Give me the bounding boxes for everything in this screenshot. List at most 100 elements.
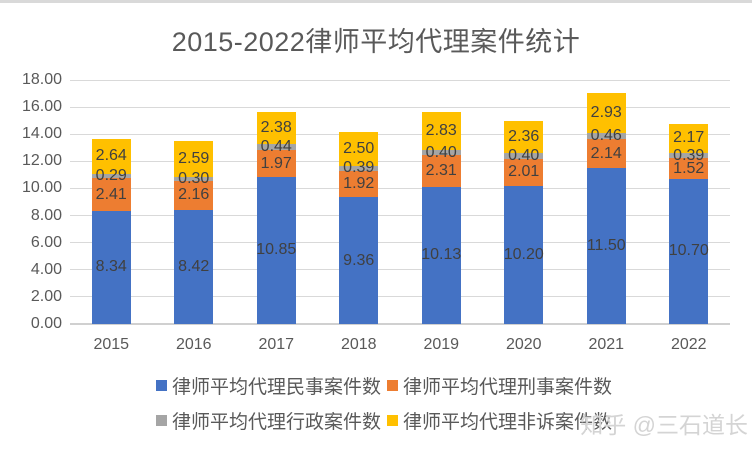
- bar-segment-non-litigation: [339, 131, 379, 166]
- data-label: 1.92: [343, 175, 375, 193]
- bar-segment-administrative: [504, 153, 544, 159]
- bar-segment-civil: [256, 176, 296, 324]
- data-label: 2.01: [508, 163, 540, 181]
- data-label: 2.64: [95, 147, 127, 165]
- gridline: [70, 106, 730, 108]
- data-label: 2.83: [425, 121, 457, 139]
- bar-segment-administrative: [174, 176, 214, 181]
- bar-segment-non-litigation: [504, 121, 544, 154]
- data-label: 10.85: [256, 241, 297, 259]
- x-axis-category-label: 2022: [670, 336, 707, 353]
- x-axis-category-label: 2021: [588, 336, 625, 353]
- x-axis-category-label: 2020: [505, 336, 542, 353]
- data-label: 2.36: [508, 128, 540, 146]
- bar-segment-civil: [174, 209, 214, 324]
- y-axis-tick-label: 16.00: [21, 98, 62, 116]
- data-label: 2.93: [590, 104, 622, 121]
- plot-area: 0.00 2.00 4.00 6.00 8.00 10.00 12.00 14.00 16.00…: [22, 71, 730, 353]
- data-label: 11.50: [586, 237, 626, 255]
- data-label: 0.30: [178, 169, 210, 187]
- legend-row-2: 律师平均代理行政案件数 律师平均代理非诉案件数: [16, 407, 752, 433]
- gridline: [70, 187, 730, 189]
- y-axis-tick-label: 10.00: [21, 179, 62, 197]
- bar-segment-civil: [504, 185, 544, 324]
- bar-segment-non-litigation: [586, 93, 626, 133]
- data-label: 2.14: [590, 144, 622, 162]
- bar-segment-civil: [421, 186, 461, 324]
- data-label: 10.70: [668, 242, 709, 260]
- gridline: [70, 215, 730, 217]
- data-label: 2.31: [425, 162, 457, 180]
- bar-segment-non-litigation: [174, 141, 214, 177]
- data-label: 0.29: [95, 167, 127, 185]
- data-label: 10.20: [503, 245, 544, 263]
- bar-segment-non-litigation: [256, 112, 296, 145]
- gridline: [70, 269, 730, 271]
- legend-label: 律师平均代理非诉案件数: [403, 411, 613, 433]
- gridline: [70, 79, 730, 81]
- y-axis-tick-label: 12.00: [21, 152, 62, 170]
- legend-swatch-icon: [155, 379, 167, 391]
- x-axis-line: [70, 323, 730, 325]
- bar-segment-administrative: [586, 132, 626, 140]
- data-label: 0.39: [343, 159, 375, 177]
- legend-swatch-icon: [387, 379, 398, 391]
- legend-label: 律师平均代理刑事案件数: [403, 376, 613, 398]
- legend-entry-non-litigation: 律师平均代理非诉案件数: [387, 407, 612, 434]
- data-label: 0.40: [425, 143, 457, 161]
- bar-segment-criminal: [421, 155, 461, 187]
- x-axis-category-label: 2016: [175, 336, 212, 353]
- bar-segment-criminal: [669, 158, 709, 179]
- bar-segment-administrative: [256, 144, 296, 151]
- x-axis-category-label: 2018: [340, 336, 377, 353]
- bar-segment-civil: [339, 197, 379, 324]
- data-label: 9.36: [343, 251, 375, 269]
- bar-segment-criminal: [256, 150, 296, 177]
- y-axis-tick-label: 4.00: [30, 260, 62, 278]
- bar-segment-criminal: [339, 171, 379, 198]
- y-axis-tick-label: 14.00: [21, 125, 62, 143]
- x-axis-category-label: 2015: [93, 336, 130, 353]
- bar-segment-criminal: [586, 139, 626, 169]
- data-label: 1.52: [673, 159, 705, 177]
- gridline: [70, 296, 730, 298]
- gridline: [70, 242, 730, 244]
- x-axis-category-label: 2017: [258, 336, 295, 353]
- data-label: 1.97: [260, 154, 292, 172]
- legend-entry-administrative: 律师平均代理行政案件数: [155, 407, 381, 434]
- y-axis-tick-label: 0.00: [30, 315, 62, 332]
- data-label: 2.16: [178, 186, 210, 204]
- gridline: [70, 160, 730, 162]
- legend-label: 律师平均代理民事案件数: [171, 376, 381, 398]
- y-axis-tick-label: 8.00: [30, 206, 62, 224]
- data-label: 0.40: [508, 146, 540, 164]
- data-label: 10.13: [421, 246, 462, 264]
- data-label: 8.34: [95, 258, 127, 276]
- bar-segment-civil: [91, 210, 131, 324]
- data-label: 0.44: [260, 138, 292, 156]
- y-axis-tick-label: 18.00: [21, 71, 62, 88]
- data-label: 2.17: [673, 129, 705, 147]
- data-label: 2.41: [95, 185, 127, 203]
- window-edge-strip: [0, 0, 752, 3]
- legend-swatch-icon: [387, 414, 398, 426]
- bar-segment-non-litigation: [91, 138, 131, 175]
- data-label: 0.39: [673, 146, 705, 164]
- bar-segment-administrative: [339, 165, 379, 172]
- bar-segment-criminal: [504, 158, 544, 186]
- x-axis-category-label: 2019: [423, 336, 460, 353]
- bar-segment-non-litigation: [669, 123, 709, 154]
- legend-swatch-icon: [155, 414, 167, 426]
- y-axis-tick-label: 2.00: [30, 287, 62, 305]
- legend-label: 律师平均代理行政案件数: [171, 411, 381, 433]
- legend-row-1: 律师平均代理民事案件数 律师平均代理刑事案件数: [16, 372, 752, 398]
- data-label: 2.50: [343, 139, 375, 157]
- bar-segment-administrative: [421, 149, 461, 156]
- bar-segment-civil: [586, 168, 626, 324]
- legend-entry-civil: 律师平均代理民事案件数: [155, 372, 381, 399]
- bar-segment-non-litigation: [421, 111, 461, 150]
- data-label: 2.38: [260, 119, 292, 137]
- bar-segment-criminal: [174, 180, 214, 210]
- bar-segment-civil: [669, 178, 709, 324]
